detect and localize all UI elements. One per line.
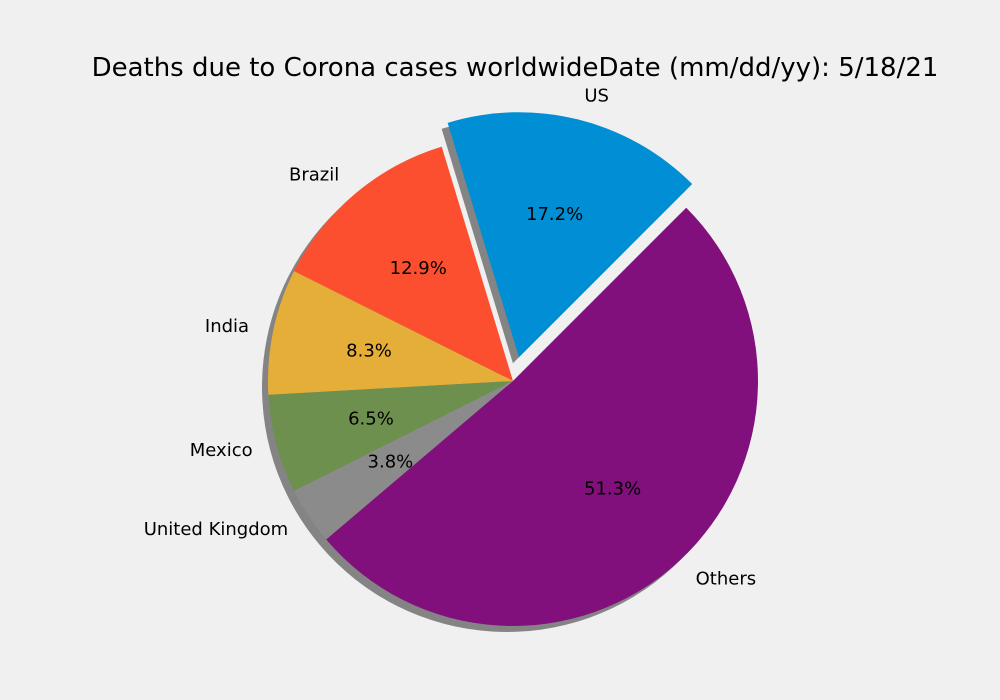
slice-percent-india: 8.3% — [346, 341, 392, 362]
pie-slice-us — [447, 112, 693, 358]
pie-label-layer: US 17.2% Brazil 12.9% India 8.3% Mexico 6.5% Uni… — [144, 85, 756, 589]
slice-percent-others: 51.3% — [584, 479, 641, 500]
slice-label-mexico: Mexico — [190, 440, 253, 461]
slice-label-us: US — [584, 85, 609, 106]
slice-percent-united-kingdom: 3.8% — [368, 452, 414, 473]
pie-slice-mexico — [268, 381, 513, 491]
pie-slice-brazil — [294, 146, 513, 381]
slice-label-brazil: Brazil — [289, 164, 339, 185]
pie-slice-others — [326, 207, 759, 627]
slice-percent-mexico: 6.5% — [348, 408, 394, 429]
slice-percent-brazil: 12.9% — [390, 258, 447, 279]
pie-slice-india — [268, 271, 513, 395]
slice-percent-us: 17.2% — [526, 204, 583, 225]
pie-slice-layer — [268, 112, 759, 627]
slice-label-others: Others — [696, 569, 757, 590]
slice-label-india: India — [205, 316, 249, 337]
pie-slice-united-kingdom — [294, 381, 513, 540]
slice-label-united-kingdom: United Kingdom — [144, 519, 288, 540]
chart-title: Deaths due to Corona cases worldwideDate… — [92, 53, 939, 83]
